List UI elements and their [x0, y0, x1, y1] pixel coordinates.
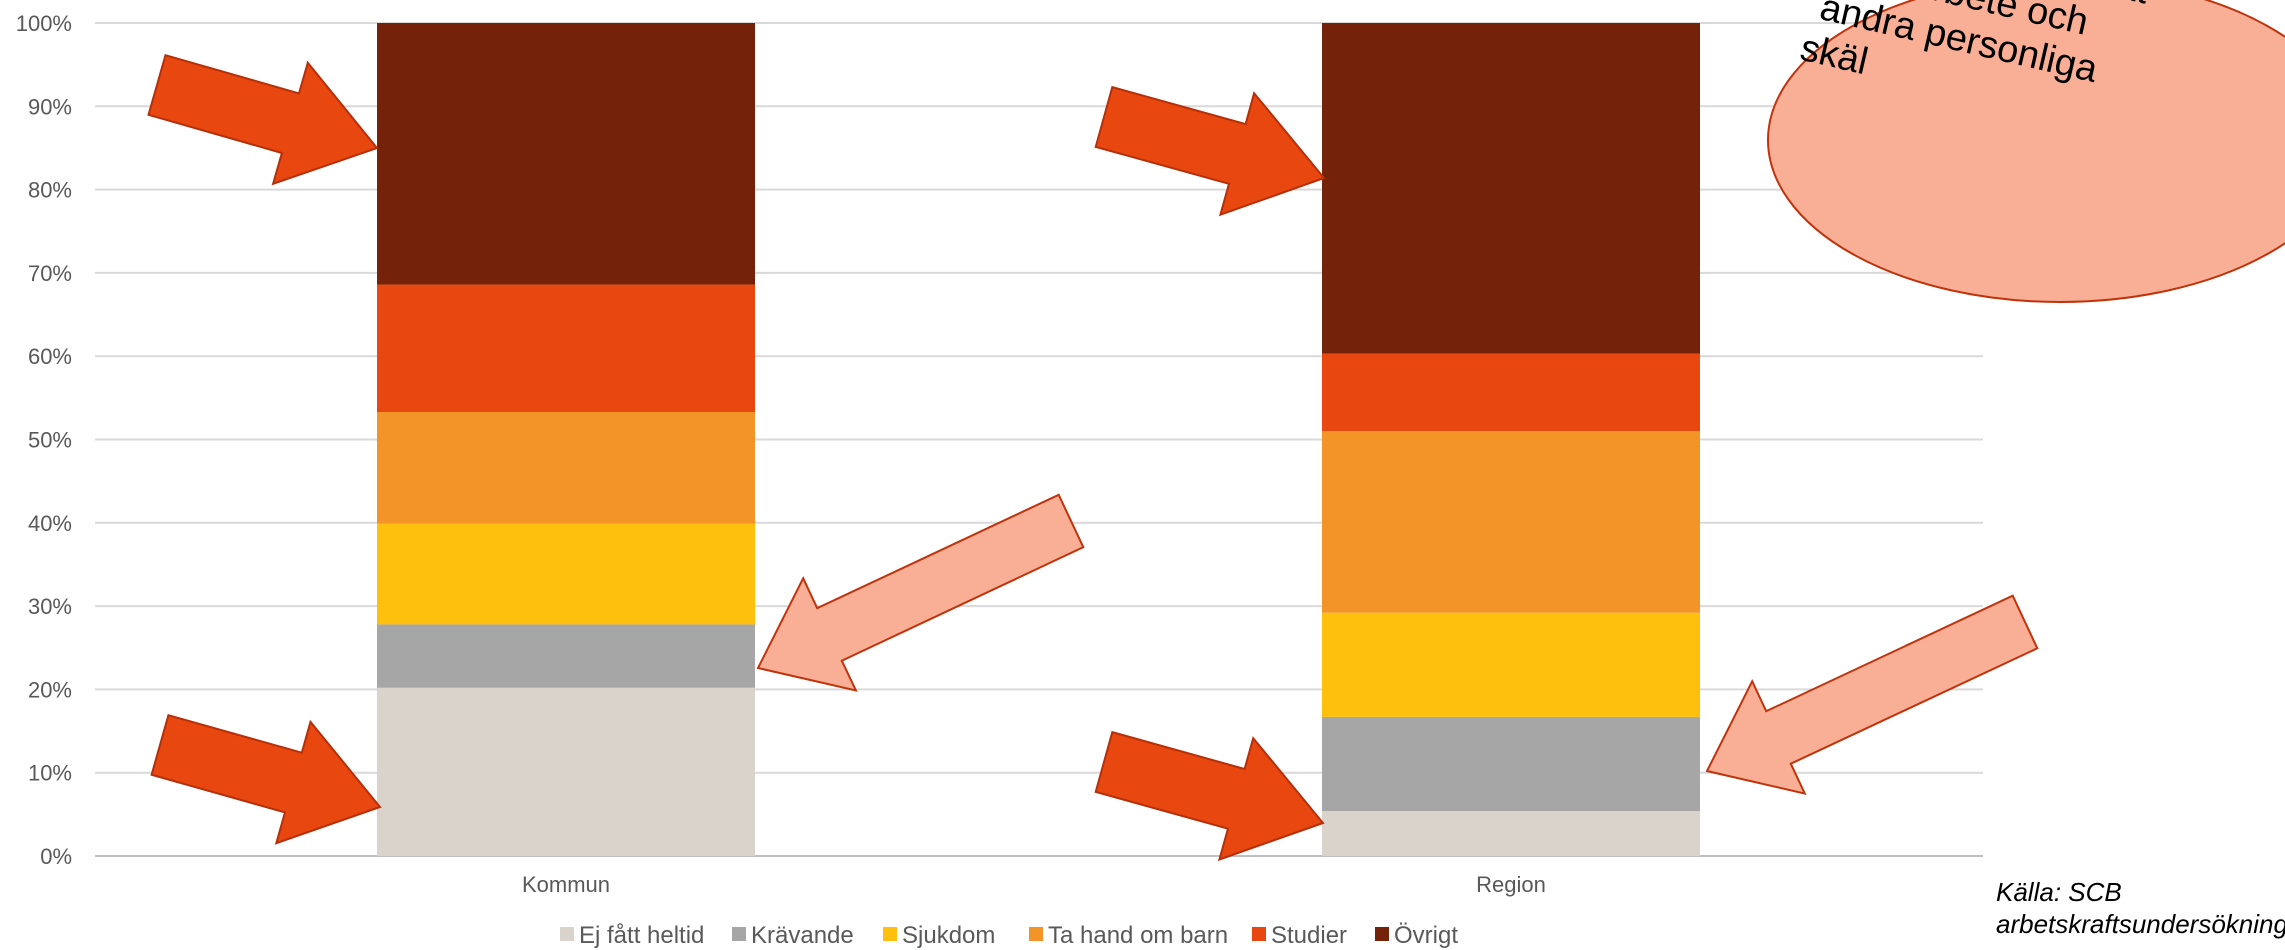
legend-label: Övrigt	[1394, 922, 1458, 949]
legend-label: Sjukdom	[902, 922, 995, 949]
legend-label: Krävande	[751, 922, 854, 949]
legend: Ej fått heltid Krävande Sjukdom Ta hand om …	[560, 922, 1458, 949]
bar-segment	[377, 624, 755, 688]
y-tick-label: 80%	[28, 178, 72, 203]
arrow-kommun-bottom	[150, 713, 382, 845]
legend-swatch	[1029, 927, 1043, 941]
callout-bubble: I Övrigt återfinnsbl.a. ospecificerathem…	[1767, 0, 2285, 303]
legend-swatch	[1375, 927, 1389, 941]
y-tick-label: 40%	[28, 511, 72, 536]
bar-segment	[1322, 716, 1700, 812]
y-tick-label: 0%	[40, 844, 72, 869]
callout-ellipse	[1767, 0, 2285, 303]
callout-text: I Övrigt återfinnsbl.a. ospecificerathem…	[1796, 0, 2163, 141]
legend-swatch	[560, 927, 574, 941]
legend-swatch	[883, 927, 897, 941]
y-tick-label: 50%	[28, 428, 72, 453]
arrow-region-kravande	[1705, 594, 2039, 796]
bar-segment	[1322, 23, 1700, 354]
bar-segment	[377, 23, 755, 285]
arrow-kommun-top	[147, 53, 379, 186]
bar-segment	[377, 523, 755, 625]
bar-segment	[1322, 431, 1700, 613]
y-axis-ticks: 0% 10% 20% 30% 40% 50% 60% 70% 80% 90% 100%	[16, 11, 72, 869]
legend-swatch	[732, 927, 746, 941]
bar-segment	[1322, 353, 1700, 432]
legend-label: Ej fått heltid	[579, 922, 704, 949]
source-line-2: arbetskraftsundersökningen	[1996, 909, 2285, 939]
arrow-region-top	[1094, 85, 1326, 217]
bar-segment	[1322, 612, 1700, 717]
bar-segment	[1322, 811, 1700, 856]
category-label: Region	[1476, 872, 1546, 897]
legend-label: Ta hand om barn	[1048, 922, 1228, 949]
bars	[377, 23, 1700, 856]
bar-segment	[377, 412, 755, 524]
y-tick-label: 20%	[28, 677, 72, 702]
annotation-arrows	[147, 53, 2039, 862]
source-note: Källa: SCB arbetskraftsundersökningen	[1996, 876, 2285, 940]
bar-segment	[377, 687, 755, 856]
y-tick-label: 70%	[28, 261, 72, 286]
y-tick-label: 90%	[28, 94, 72, 119]
arrow-kommun-kravande	[756, 493, 1085, 692]
y-tick-label: 10%	[28, 761, 72, 786]
source-line-1: Källa: SCB	[1996, 877, 2122, 907]
legend-swatch	[1252, 927, 1266, 941]
category-labels: Kommun Region	[522, 872, 1546, 897]
y-tick-label: 100%	[16, 11, 72, 36]
y-tick-label: 30%	[28, 594, 72, 619]
arrow-region-bottom	[1094, 730, 1325, 862]
legend-label: Studier	[1271, 922, 1347, 949]
category-label: Kommun	[522, 872, 610, 897]
y-tick-label: 60%	[28, 344, 72, 369]
bar-segment	[377, 284, 755, 413]
